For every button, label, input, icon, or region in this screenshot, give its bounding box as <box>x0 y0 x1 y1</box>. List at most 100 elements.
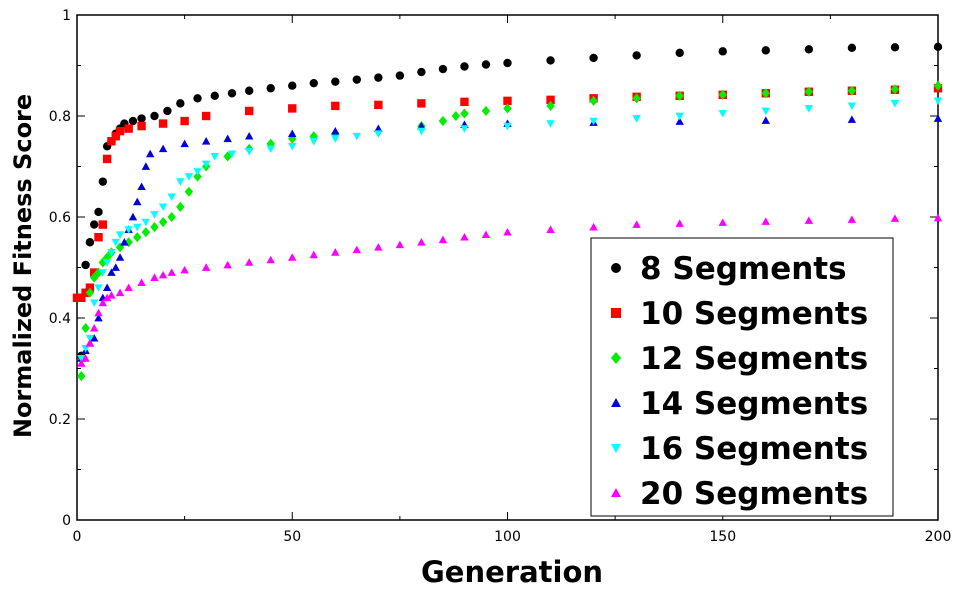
data-point <box>81 323 90 334</box>
data-point <box>847 43 857 53</box>
data-point <box>890 84 900 95</box>
legend-label: 20 Segments <box>640 476 868 512</box>
data-point <box>675 90 684 101</box>
data-point <box>352 75 362 84</box>
data-point <box>374 124 383 132</box>
data-point <box>245 258 254 266</box>
data-point <box>115 288 125 297</box>
x-tick-label: 50 <box>283 529 301 545</box>
data-point <box>417 238 426 246</box>
data-point <box>718 110 727 118</box>
data-point <box>133 197 142 206</box>
data-point <box>128 116 138 126</box>
data-point <box>120 238 129 246</box>
data-point <box>72 293 82 302</box>
data-point <box>632 93 641 104</box>
data-point <box>761 88 770 99</box>
data-point <box>94 284 103 292</box>
data-point <box>227 89 237 98</box>
y-tick-label: 0.6 <box>49 210 71 226</box>
data-point <box>163 106 172 116</box>
legend-marker <box>611 444 621 453</box>
data-point <box>266 145 275 154</box>
data-point <box>180 116 189 126</box>
data-point <box>210 91 219 101</box>
data-point <box>288 81 297 90</box>
data-point <box>94 207 103 217</box>
data-point <box>81 260 90 270</box>
data-point <box>158 217 168 228</box>
data-point <box>90 334 99 342</box>
data-point <box>481 105 491 116</box>
data-point <box>718 47 727 56</box>
data-point <box>352 245 362 254</box>
data-point <box>128 212 138 221</box>
data-point <box>395 240 405 249</box>
data-point <box>81 288 90 297</box>
data-point <box>288 129 297 138</box>
data-point <box>223 134 232 143</box>
data-point <box>589 53 598 63</box>
data-point <box>137 114 146 123</box>
legend-label: 14 Segments <box>640 386 868 422</box>
data-point <box>193 94 202 103</box>
data-point <box>180 139 189 148</box>
x-tick-label: 100 <box>494 529 521 545</box>
y-tick-label: 0.8 <box>49 109 71 125</box>
data-point <box>150 111 159 121</box>
legend-marker <box>611 352 621 364</box>
legend-label: 12 Segments <box>640 341 868 377</box>
data-point <box>77 293 86 302</box>
data-point <box>374 100 383 110</box>
legend-marker <box>611 263 621 273</box>
data-point <box>184 186 194 197</box>
data-point <box>90 220 99 229</box>
legend-marker <box>611 398 621 407</box>
legend-label: 8 Segments <box>640 251 847 287</box>
series-0 <box>77 42 943 361</box>
data-point <box>309 250 318 259</box>
data-point <box>98 298 108 307</box>
data-point <box>933 114 943 122</box>
data-point <box>761 46 770 55</box>
data-point <box>546 95 555 105</box>
data-point <box>481 60 491 69</box>
data-point <box>98 177 108 186</box>
y-axis-title: Normalized Fitness Score <box>9 94 37 438</box>
data-point <box>675 219 684 227</box>
data-point <box>331 126 340 135</box>
data-point <box>374 243 383 251</box>
data-point <box>288 142 297 151</box>
data-point <box>115 231 125 239</box>
data-point <box>245 86 254 95</box>
legend: 8 Segments 10 Segments 12 Segments 14 Segme… <box>590 237 894 517</box>
data-point <box>460 97 469 107</box>
data-point <box>309 137 318 146</box>
data-point <box>90 268 99 277</box>
data-point <box>890 214 900 222</box>
data-point <box>331 101 340 111</box>
data-point <box>167 193 176 201</box>
data-point <box>184 173 194 181</box>
data-point <box>158 144 168 153</box>
data-point <box>632 220 641 228</box>
data-point <box>115 126 125 136</box>
data-point <box>90 272 99 283</box>
data-point <box>223 260 232 269</box>
data-point <box>451 110 461 122</box>
data-point <box>111 238 120 247</box>
data-point <box>141 227 151 238</box>
data-point <box>632 115 641 123</box>
data-point <box>98 269 108 277</box>
data-point <box>503 122 512 131</box>
data-point <box>133 232 142 243</box>
data-point <box>761 107 770 116</box>
data-point <box>201 111 211 121</box>
data-point <box>111 132 120 141</box>
series-layer <box>72 42 943 382</box>
data-point <box>141 162 151 170</box>
data-point <box>417 127 426 136</box>
data-point <box>77 359 86 367</box>
data-point <box>266 84 275 93</box>
data-point <box>115 253 125 261</box>
